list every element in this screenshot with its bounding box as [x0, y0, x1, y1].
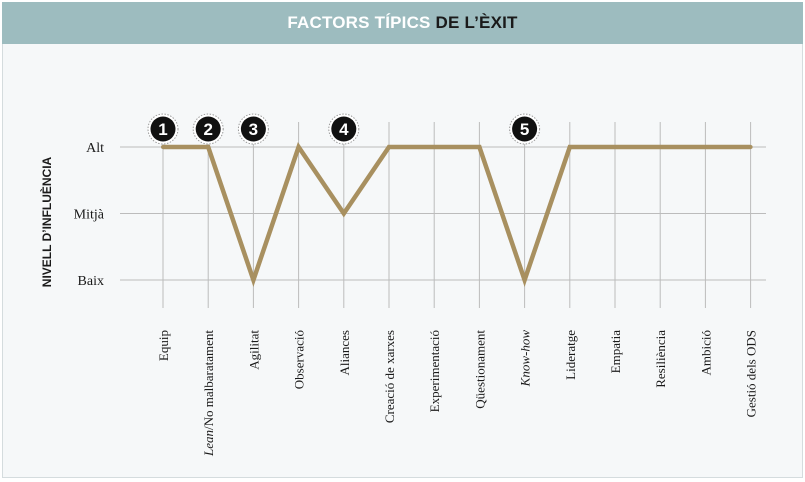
- badge-disc: [240, 116, 266, 142]
- badge-number: 1: [158, 120, 167, 139]
- x-tick-label: Aliances: [337, 330, 352, 375]
- badge-number: 4: [339, 120, 349, 139]
- x-tick-label: Observació: [292, 330, 307, 389]
- series-line: [163, 142, 751, 287]
- data-point: [161, 145, 165, 149]
- x-tick-label: Ambició: [698, 330, 713, 376]
- data-point: [613, 145, 617, 149]
- x-tick-label: Agilitat: [246, 330, 261, 370]
- badge-disc: [195, 116, 221, 142]
- data-point: [658, 145, 663, 149]
- x-tick-label: Equip: [156, 330, 171, 361]
- y-tick-label: Baix: [78, 274, 104, 289]
- marker-badge: 3: [237, 113, 269, 145]
- x-tick-label: Qüestionament: [472, 330, 487, 409]
- chart-title: FACTORS TÍPICS DE L’ÈXIT: [2, 2, 803, 44]
- badge-disc: [150, 116, 176, 142]
- data-point: [522, 278, 527, 282]
- data-point: [296, 145, 301, 149]
- badge-number: 3: [249, 120, 258, 139]
- marker-badge: 1: [147, 113, 179, 145]
- data-point: [432, 145, 437, 149]
- badge-number: 2: [203, 120, 212, 139]
- data-point: [567, 145, 572, 149]
- marker-badge: 2: [192, 113, 224, 145]
- data-point: [251, 278, 256, 282]
- chart-title-part2: DE L’ÈXIT: [435, 13, 518, 32]
- badge-number: 5: [520, 120, 529, 139]
- x-tick-label: Gestió dels ODS: [744, 330, 759, 417]
- x-tick-label: Lean/No malbaratament: [201, 330, 216, 457]
- x-tick-label: Lideratge: [563, 330, 578, 380]
- x-tick-label: Empatia: [608, 330, 623, 374]
- x-tick-label: Know-how: [518, 330, 533, 388]
- data-point: [387, 145, 391, 149]
- x-tick-label: Resiliència: [653, 330, 668, 388]
- marker-badge: 4: [328, 113, 360, 145]
- chart-title-part1: FACTORS TÍPICS: [287, 13, 436, 32]
- y-tick-label: Mitjà: [74, 208, 105, 223]
- data-point: [748, 145, 753, 149]
- x-tick-label: Creació de xarxes: [382, 330, 397, 423]
- y-tick-label: Alt: [86, 141, 104, 156]
- data-point: [477, 145, 482, 149]
- data-point: [341, 211, 346, 216]
- marker-badge: 5: [509, 113, 541, 145]
- data-point: [206, 145, 211, 149]
- badge-disc: [331, 116, 357, 142]
- x-tick-label: Experimentació: [427, 330, 442, 412]
- data-point: [703, 145, 708, 149]
- y-axis-title: NIVELL D’INFLUÈNCIA: [39, 156, 54, 287]
- badge-disc: [512, 116, 538, 142]
- title-banner: FACTORS TÍPICS DE L’ÈXIT: [2, 2, 803, 44]
